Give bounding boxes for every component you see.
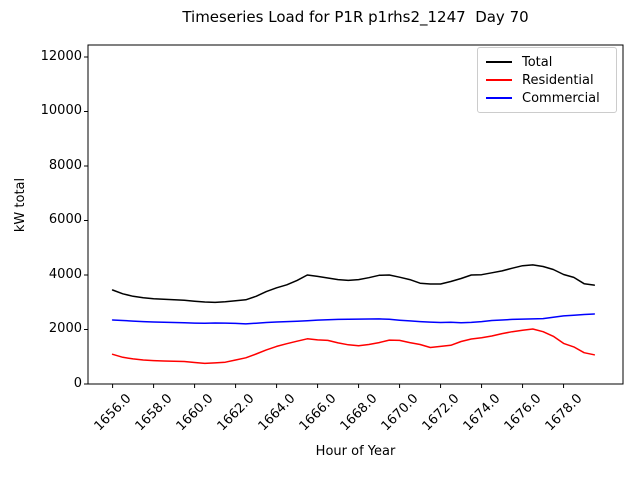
y-tick-label: 4000 [48, 266, 82, 282]
legend-label-total: Total [522, 54, 553, 70]
y-tick-label: 10000 [40, 103, 82, 119]
residential-line-swatch [486, 79, 512, 81]
y-tick-label: 2000 [48, 321, 82, 337]
plot-area [87, 44, 624, 385]
legend-item-commercial: Commercial [486, 90, 608, 107]
legend-item-total: Total [486, 54, 608, 71]
y-tick-label: 12000 [40, 48, 82, 64]
chart-title: Timeseries Load for P1R p1rhs2_1247 Day … [182, 8, 529, 26]
y-tick-label: 8000 [48, 157, 82, 173]
legend: Total Residential Commercial [477, 47, 617, 113]
series-line-commercial [111, 313, 596, 325]
legend-label-residential: Residential [522, 72, 594, 88]
legend-item-residential: Residential [486, 72, 608, 89]
y-tick-label: 0 [73, 376, 82, 391]
y-tick-label: 6000 [48, 212, 82, 228]
x-axis-label: Hour of Year [315, 444, 396, 459]
total-line-swatch [486, 61, 512, 63]
legend-label-commercial: Commercial [522, 90, 600, 106]
y-axis-label: kW total [13, 177, 28, 233]
commercial-line-swatch [486, 97, 512, 99]
series-line-residential [111, 328, 596, 365]
series-line-total [111, 264, 596, 304]
